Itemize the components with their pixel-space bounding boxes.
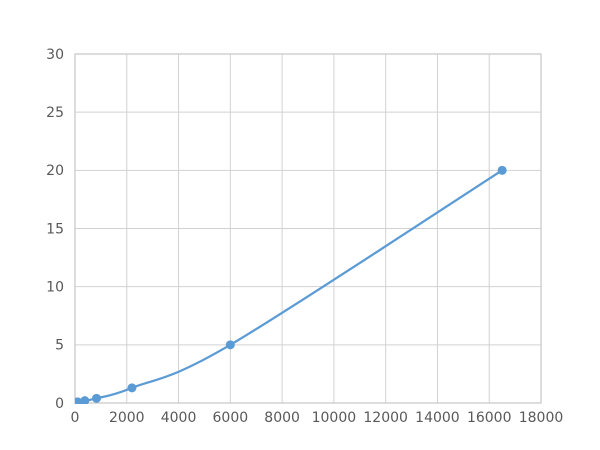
y-tick-label: 20 [46,163,64,179]
y-tick-label: 15 [46,221,64,237]
y-tick-label: 10 [46,280,64,296]
plot-border [74,53,542,404]
y-tick-label: 30 [46,47,64,63]
x-tick-label: 4000 [161,410,197,426]
x-tick-label: 0 [71,410,80,426]
x-tick-label: 6000 [213,410,249,426]
data-point-marker [75,397,83,404]
data-point-marker [91,393,101,403]
y-tick-label: 25 [46,105,64,121]
x-tick-label: 18000 [519,410,564,426]
x-tick-label: 8000 [264,410,300,426]
x-tick-label: 2000 [109,410,145,426]
x-tick-label: 16000 [467,410,512,426]
data-point-marker [225,340,235,350]
x-tick-label: 10000 [312,410,357,426]
data-point-marker [80,396,90,404]
x-tick-label: 14000 [415,410,460,426]
data-point-marker [497,165,507,175]
y-tick-label: 0 [55,396,64,412]
data-point-marker [127,383,137,393]
y-tick-label: 5 [55,338,64,354]
x-tick-label: 12000 [363,410,408,426]
